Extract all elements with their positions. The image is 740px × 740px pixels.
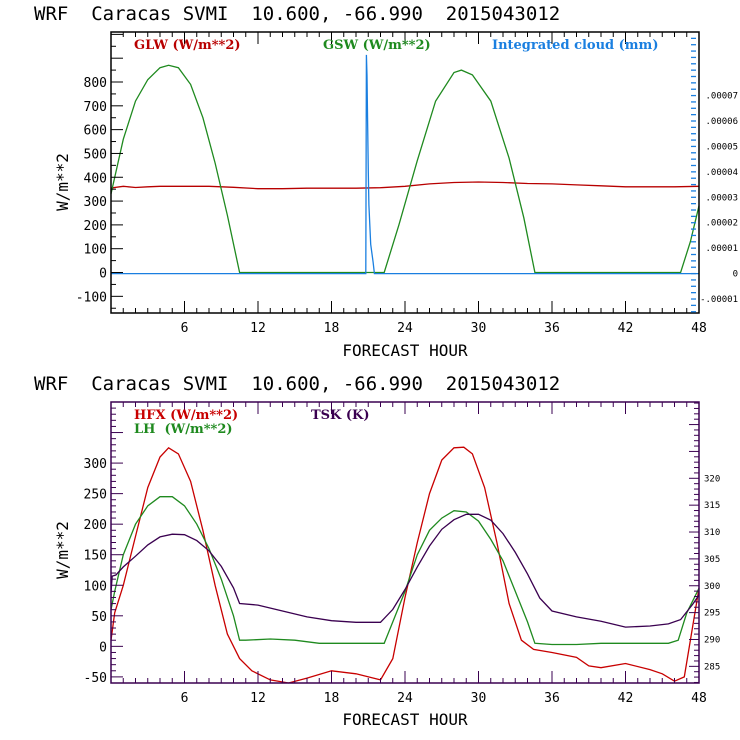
y2-tick-label: .00006 — [705, 117, 738, 127]
x-tick-label: 12 — [250, 691, 266, 706]
y-tick-label: 700 — [84, 100, 107, 115]
y2-tick-label: 320 — [704, 474, 720, 484]
x-tick-label: 24 — [397, 321, 413, 336]
y-tick-label: 100 — [84, 243, 107, 258]
y2-tick-label: 305 — [704, 555, 720, 565]
y-tick-label: 100 — [84, 579, 107, 594]
y-tick-label: 600 — [84, 124, 107, 139]
y-tick-label: 150 — [84, 549, 107, 564]
y-tick-label: 500 — [84, 147, 107, 162]
x-tick-label: 24 — [397, 691, 413, 706]
y-tick-label: -100 — [76, 290, 107, 305]
y-tick-label: 200 — [84, 219, 107, 234]
x-tick-label: 48 — [691, 321, 707, 336]
panel-title: WRF Caracas SVMI 10.600, -66.990 2015043… — [34, 3, 560, 25]
panel-fluxes: WRF Caracas SVMI 10.600, -66.990 2015043… — [34, 373, 720, 729]
plot-area: 6 12 18 24 30 36 42 48 -50 0 50 100 150 200 250 300 285 2… — [84, 401, 720, 706]
x-tick-label: 30 — [471, 691, 487, 706]
series-integrated-line — [111, 54, 699, 275]
y2-tick-label: .00002 — [705, 219, 738, 229]
y2-tick-label: 300 — [704, 582, 720, 592]
y-tick-label: 250 — [84, 488, 107, 503]
x-axis-label: FORECAST HOUR — [342, 341, 468, 360]
x-tick-label: 12 — [250, 321, 266, 336]
plot-frame — [110, 31, 700, 314]
x-tick-label: 42 — [618, 321, 634, 336]
y2-tick-label: -.00001 — [700, 295, 738, 305]
x-tick-label: 18 — [324, 321, 340, 336]
y-tick-label: 0 — [99, 640, 107, 655]
legend-glw: GLW (W/m**2) — [134, 38, 241, 53]
x-tick-label: 36 — [544, 321, 560, 336]
y2-tick-label: .00005 — [705, 142, 738, 152]
y-tick-label: 300 — [84, 195, 107, 210]
y2-tick-label: .00007 — [705, 92, 738, 102]
y-tick-label: -50 — [84, 671, 107, 686]
y-tick-label: 800 — [84, 76, 107, 91]
x-tick-label: 42 — [618, 691, 634, 706]
y2-tick-label: 285 — [704, 662, 720, 672]
legend-hfx: HFX (W/m**2) — [134, 408, 238, 423]
y2-tick-label: .00003 — [705, 193, 738, 203]
x-tick-label: 6 — [181, 321, 189, 336]
x-tick-label: 6 — [181, 691, 189, 706]
series-lh-line — [110, 496, 700, 646]
x-tick-label: 48 — [691, 691, 707, 706]
x-axis-label: FORECAST HOUR — [342, 710, 468, 729]
legend-integrated-cloud: Integrated cloud (mm) — [492, 38, 658, 53]
y-tick-label: 0 — [99, 267, 107, 282]
x-tick-label: 30 — [471, 321, 487, 336]
y-tick-label: 300 — [84, 457, 107, 472]
y2-tick-label: 310 — [704, 528, 720, 538]
y2-tick-label: .00004 — [705, 168, 738, 178]
x-tick-label: 36 — [544, 691, 560, 706]
legend-gsw: GSW (W/m**2) — [323, 38, 431, 53]
panel-radiation: WRF Caracas SVMI 10.600, -66.990 2015043… — [34, 3, 738, 360]
y2-tick-label: 290 — [704, 635, 720, 645]
series-tsk-line — [110, 513, 700, 628]
y-axis-label: W/m**2 — [53, 521, 72, 579]
x-tick-label: 18 — [324, 691, 340, 706]
series-gsw-line — [110, 64, 700, 274]
y2-tick-label: 295 — [704, 609, 720, 619]
y-axis-label: W/m**2 — [53, 153, 72, 211]
legend-tsk: TSK (K) — [311, 408, 370, 423]
panel-title: WRF Caracas SVMI 10.600, -66.990 2015043… — [34, 373, 560, 395]
plot-area: 6 12 18 24 30 36 42 48 -100 0 100 200 300 400 500 600 70… — [76, 31, 738, 336]
y2-tick-label: 0 — [733, 270, 738, 280]
y-tick-label: 50 — [91, 610, 107, 625]
series-hfx-line — [110, 446, 700, 684]
y-tick-label: 200 — [84, 518, 107, 533]
y2-tick-label: .00001 — [705, 244, 738, 254]
legend-lh: LH (W/m**2) — [134, 422, 233, 437]
y-tick-label: 400 — [84, 171, 107, 186]
y2-tick-label: 315 — [704, 501, 720, 511]
series-glw-line — [110, 181, 700, 190]
